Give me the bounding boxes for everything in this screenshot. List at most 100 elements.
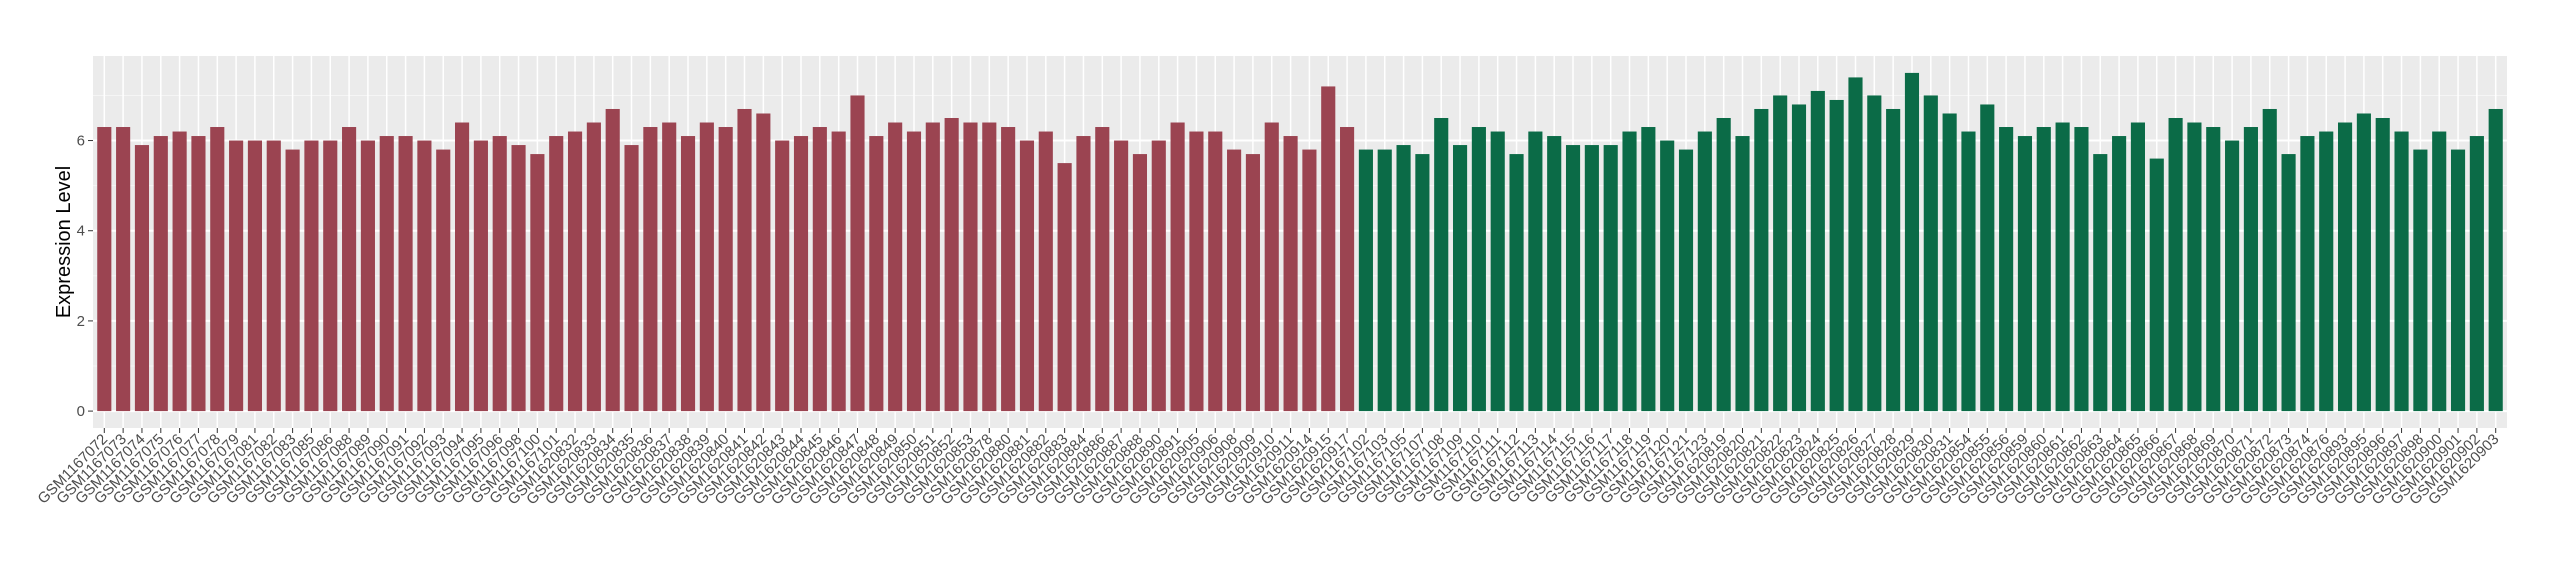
bar (436, 149, 451, 412)
bar (963, 122, 978, 412)
bar (1208, 131, 1223, 412)
y-tick-label: 2 (77, 313, 85, 330)
bar (153, 136, 168, 412)
bar (1848, 77, 1863, 412)
bar (511, 145, 526, 412)
bar (1528, 131, 1543, 412)
bar (1132, 154, 1148, 412)
bar (1321, 86, 1336, 412)
bar (1735, 136, 1750, 412)
bar (1490, 131, 1505, 412)
bar (1001, 127, 1016, 412)
bar (1584, 145, 1599, 412)
bar (1716, 118, 1731, 412)
bar (2168, 118, 2183, 412)
bar (285, 149, 300, 412)
bar (2281, 154, 2296, 412)
bar (2450, 149, 2466, 412)
bar (1603, 145, 1618, 412)
bar (925, 122, 940, 412)
bar (1622, 131, 1637, 412)
bar (1340, 127, 1355, 412)
bar (1942, 113, 1957, 412)
bar (1660, 140, 1675, 412)
bar (1377, 149, 1392, 412)
bar (944, 118, 959, 412)
bar (247, 140, 262, 412)
bar (2243, 127, 2258, 412)
bar (1810, 90, 1825, 412)
bar (1038, 131, 1053, 412)
bar (2262, 108, 2277, 412)
bar (1095, 127, 1110, 412)
bar (869, 136, 884, 412)
bar (2300, 136, 2315, 412)
bar (1114, 140, 1129, 412)
bar (831, 131, 846, 412)
y-tick-label: 4 (77, 223, 85, 240)
bar (906, 131, 922, 412)
bar (1396, 145, 1411, 412)
bar (756, 113, 771, 412)
bar (567, 131, 583, 412)
bar (342, 127, 357, 412)
bar (2112, 136, 2127, 412)
bar (643, 127, 658, 412)
bar (2055, 122, 2070, 412)
bar (191, 136, 206, 412)
bar (982, 122, 997, 412)
bar (1641, 127, 1656, 412)
bar (304, 140, 319, 412)
bar (210, 127, 225, 412)
bar (680, 136, 696, 412)
bar (812, 127, 827, 412)
y-tick-label: 0 (77, 403, 85, 420)
bar (1773, 95, 1788, 412)
bar (1302, 149, 1317, 412)
bar (134, 145, 150, 412)
bar (605, 108, 620, 412)
bar (775, 140, 790, 412)
bar (662, 122, 677, 412)
bar (2432, 131, 2447, 412)
y-axis-label: Expression Level (53, 166, 75, 318)
bar (2206, 127, 2221, 412)
bar (1904, 72, 1920, 412)
bar (737, 108, 752, 412)
bar (793, 136, 809, 412)
bar (1867, 95, 1882, 412)
bar (1697, 131, 1712, 412)
bar (1076, 136, 1091, 412)
bar (1434, 118, 1449, 412)
bar (2488, 108, 2503, 412)
bar (1923, 95, 1938, 412)
bar (1547, 136, 1562, 412)
bar (2074, 127, 2089, 412)
bar (455, 122, 470, 412)
bar (1829, 99, 1844, 412)
bar (2017, 136, 2033, 412)
bar (172, 131, 187, 412)
bar (1999, 127, 2014, 412)
bar (360, 140, 375, 412)
bar (2469, 136, 2484, 412)
bar (473, 140, 488, 412)
bar (530, 154, 545, 412)
bar (398, 136, 413, 412)
bar (1886, 108, 1901, 412)
bar (1019, 140, 1035, 412)
bar (2394, 131, 2409, 412)
bar (2319, 131, 2334, 412)
bar (1452, 145, 1468, 412)
bar (1980, 104, 1995, 412)
bar (549, 136, 564, 412)
bar (379, 136, 394, 412)
bar (2375, 118, 2390, 412)
bar (1754, 108, 1769, 412)
bar (624, 145, 639, 412)
bar (1189, 131, 1204, 412)
bar (266, 140, 281, 412)
bar (2413, 149, 2428, 412)
y-tick-label: 6 (77, 133, 85, 150)
